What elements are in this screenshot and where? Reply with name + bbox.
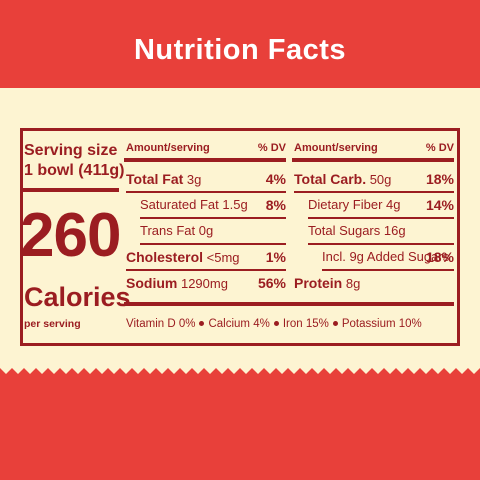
daily-value: 4% [265, 171, 286, 187]
label-box [20, 128, 460, 346]
nutrient-amount: 50g [369, 172, 392, 187]
nutrient-text: Trans Fat 0g [140, 223, 213, 238]
nutrient-amount: 0g [198, 223, 214, 238]
nutrient-row: Total Sugars 16g [308, 218, 454, 244]
nutrient-amount: 3g [186, 172, 202, 187]
amount-header: Amount/serving [126, 142, 210, 154]
nutrient-row: Dietary Fiber 4g 14% [308, 192, 454, 218]
row-rule [126, 191, 286, 193]
nutrient-row: Trans Fat 0g [140, 218, 286, 244]
calories-label: Calories [24, 282, 131, 312]
calories-note: per serving [24, 318, 81, 330]
nutrient-amount: 1.5g [222, 197, 248, 212]
nutrient-text: Protein 8g [294, 275, 361, 291]
footer: Vitamin D 0% Calcium 4% Iron 15% Potassium … [126, 318, 422, 330]
nutrient-text: Total Carb. 50g [294, 171, 392, 187]
nutrient-name: Protein [294, 275, 343, 291]
footer-item: Calcium 4% [208, 318, 270, 330]
separator [273, 321, 279, 327]
nutrient-row: Incl. 9g Added Sugars 18% [322, 244, 454, 270]
nutrient-row: Total Fat 3g 4% [126, 166, 286, 192]
daily-value: 56% [257, 275, 286, 291]
row-rule [294, 191, 454, 193]
nutrient-amount: 1290mg [180, 276, 228, 291]
row-rule [308, 217, 454, 219]
nutrient-text: Total Fat 3g [126, 171, 202, 187]
divider [124, 158, 286, 162]
nutrient-name: Saturated Fat [140, 197, 219, 212]
row-rule [140, 243, 286, 245]
nutrient-row: Sodium 1290mg 56% [126, 270, 286, 296]
daily-value: 14% [425, 197, 454, 213]
daily-value: 1% [265, 249, 286, 265]
separator [332, 321, 338, 327]
nutrient-text: Cholesterol <5mg [126, 249, 240, 265]
serving-size: 1 bowl (411g) [24, 162, 125, 179]
daily-value: 18% [425, 171, 454, 187]
nutrient-name: Cholesterol [126, 249, 204, 265]
nutrient-name: Incl. 9g Added Sugars [322, 249, 450, 264]
nutrient-name: Sodium [126, 275, 178, 291]
nutrient-name: Total Carb. [294, 171, 367, 187]
separator [199, 321, 205, 327]
divider [124, 302, 454, 306]
dv-header: % DV [425, 142, 454, 154]
daily-value: 8% [265, 197, 286, 213]
divider [23, 188, 119, 192]
nutrient-text: Dietary Fiber 4g [308, 197, 401, 212]
nutrient-row: Saturated Fat 1.5g 8% [140, 192, 286, 218]
row-rule [126, 269, 286, 271]
nutrient-name: Total Sugars [308, 223, 381, 238]
nutrient-amount: 16g [383, 223, 406, 238]
nutrient-amount: <5mg [206, 250, 240, 265]
nutrient-text: Incl. 9g Added Sugars [322, 249, 449, 264]
footer-item: Vitamin D 0% [126, 318, 196, 330]
nutrient-row: Total Carb. 50g 18% [294, 166, 454, 192]
nutrient-text: Saturated Fat 1.5g [140, 197, 248, 212]
row-rule [308, 243, 454, 245]
nutrient-row: Protein 8g [294, 270, 454, 296]
calories-value: 260 [20, 201, 121, 270]
nutrient-text: Total Sugars 16g [308, 223, 406, 238]
nutrient-text: Sodium 1290mg [126, 275, 228, 291]
nutrient-amount: 4g [386, 197, 401, 212]
amount-header: Amount/serving [294, 142, 378, 154]
footer-item: Potassium 10% [341, 318, 422, 330]
serving-label: Serving size [24, 142, 118, 159]
nutrient-row: Cholesterol <5mg 1% [126, 244, 286, 270]
divider [292, 158, 454, 162]
nutrient-name: Dietary Fiber [308, 197, 383, 212]
row-rule [322, 269, 454, 271]
footer-item: Iron 15% [282, 318, 329, 330]
daily-value: 18% [425, 249, 454, 265]
nutrient-amount: 8g [345, 276, 361, 291]
row-rule [140, 217, 286, 219]
nutrient-name: Trans Fat [140, 223, 196, 238]
nutrient-name: Total Fat [126, 171, 184, 187]
dv-header: % DV [257, 142, 286, 154]
title: Nutrition Facts [133, 34, 347, 66]
